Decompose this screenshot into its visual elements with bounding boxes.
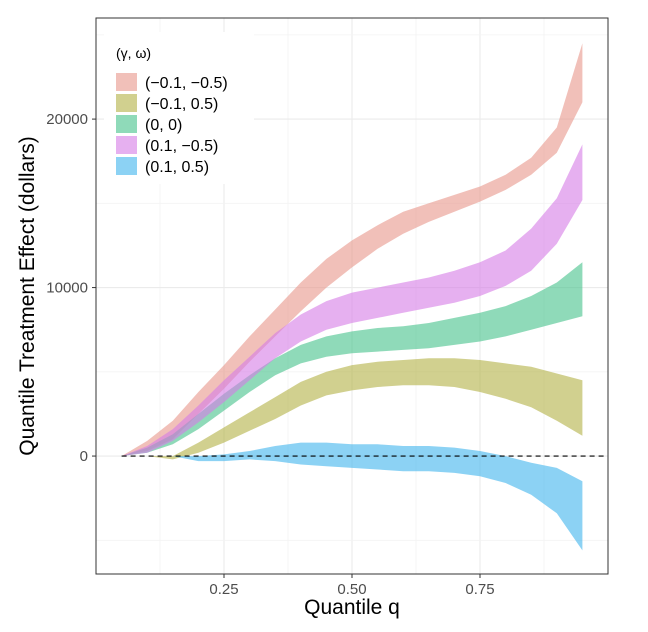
x-axis-title: Quantile q	[304, 596, 400, 619]
axis-ticks: 0.25 0.50 0.75 0 10000 20000	[46, 111, 494, 598]
y-tick-label: 20000	[46, 111, 88, 128]
x-tick-label: 0.50	[337, 581, 366, 598]
legend-key-1	[116, 73, 137, 91]
legend-items: (−0.1, −0.5) (−0.1, 0.5) (0, 0) (0.1, −0.5)…	[116, 73, 228, 176]
legend-label-5: (0.1, 0.5)	[145, 159, 209, 176]
x-tick-label: 0.25	[209, 581, 238, 598]
x-tick-label: 0.75	[465, 581, 494, 598]
legend-key-2	[116, 94, 137, 112]
y-axis-title: Quantile Treatment Effect (dollars)	[16, 136, 39, 455]
legend-label-3: (0, 0)	[145, 117, 182, 134]
legend-label-1: (−0.1, −0.5)	[145, 75, 228, 92]
y-tick-label: 0	[80, 448, 88, 465]
y-tick-label: 10000	[46, 280, 88, 297]
ribbon-series-2	[121, 358, 583, 460]
legend-key-3	[116, 115, 137, 133]
legend-label-4: (0.1, −0.5)	[145, 138, 218, 155]
legend-title: (γ, ω)	[116, 45, 151, 61]
legend: (γ, ω) (−0.1, −0.5) (−0.1, 0.5) (0, 0) (0.1…	[104, 32, 254, 184]
legend-key-4	[116, 136, 137, 154]
ribbon-series-4	[121, 144, 583, 457]
legend-key-5	[116, 157, 137, 175]
ribbon-series-1	[121, 43, 583, 457]
legend-label-2: (−0.1, 0.5)	[145, 96, 218, 113]
ribbon-series-5	[121, 442, 583, 551]
data-ribbons	[121, 43, 583, 551]
